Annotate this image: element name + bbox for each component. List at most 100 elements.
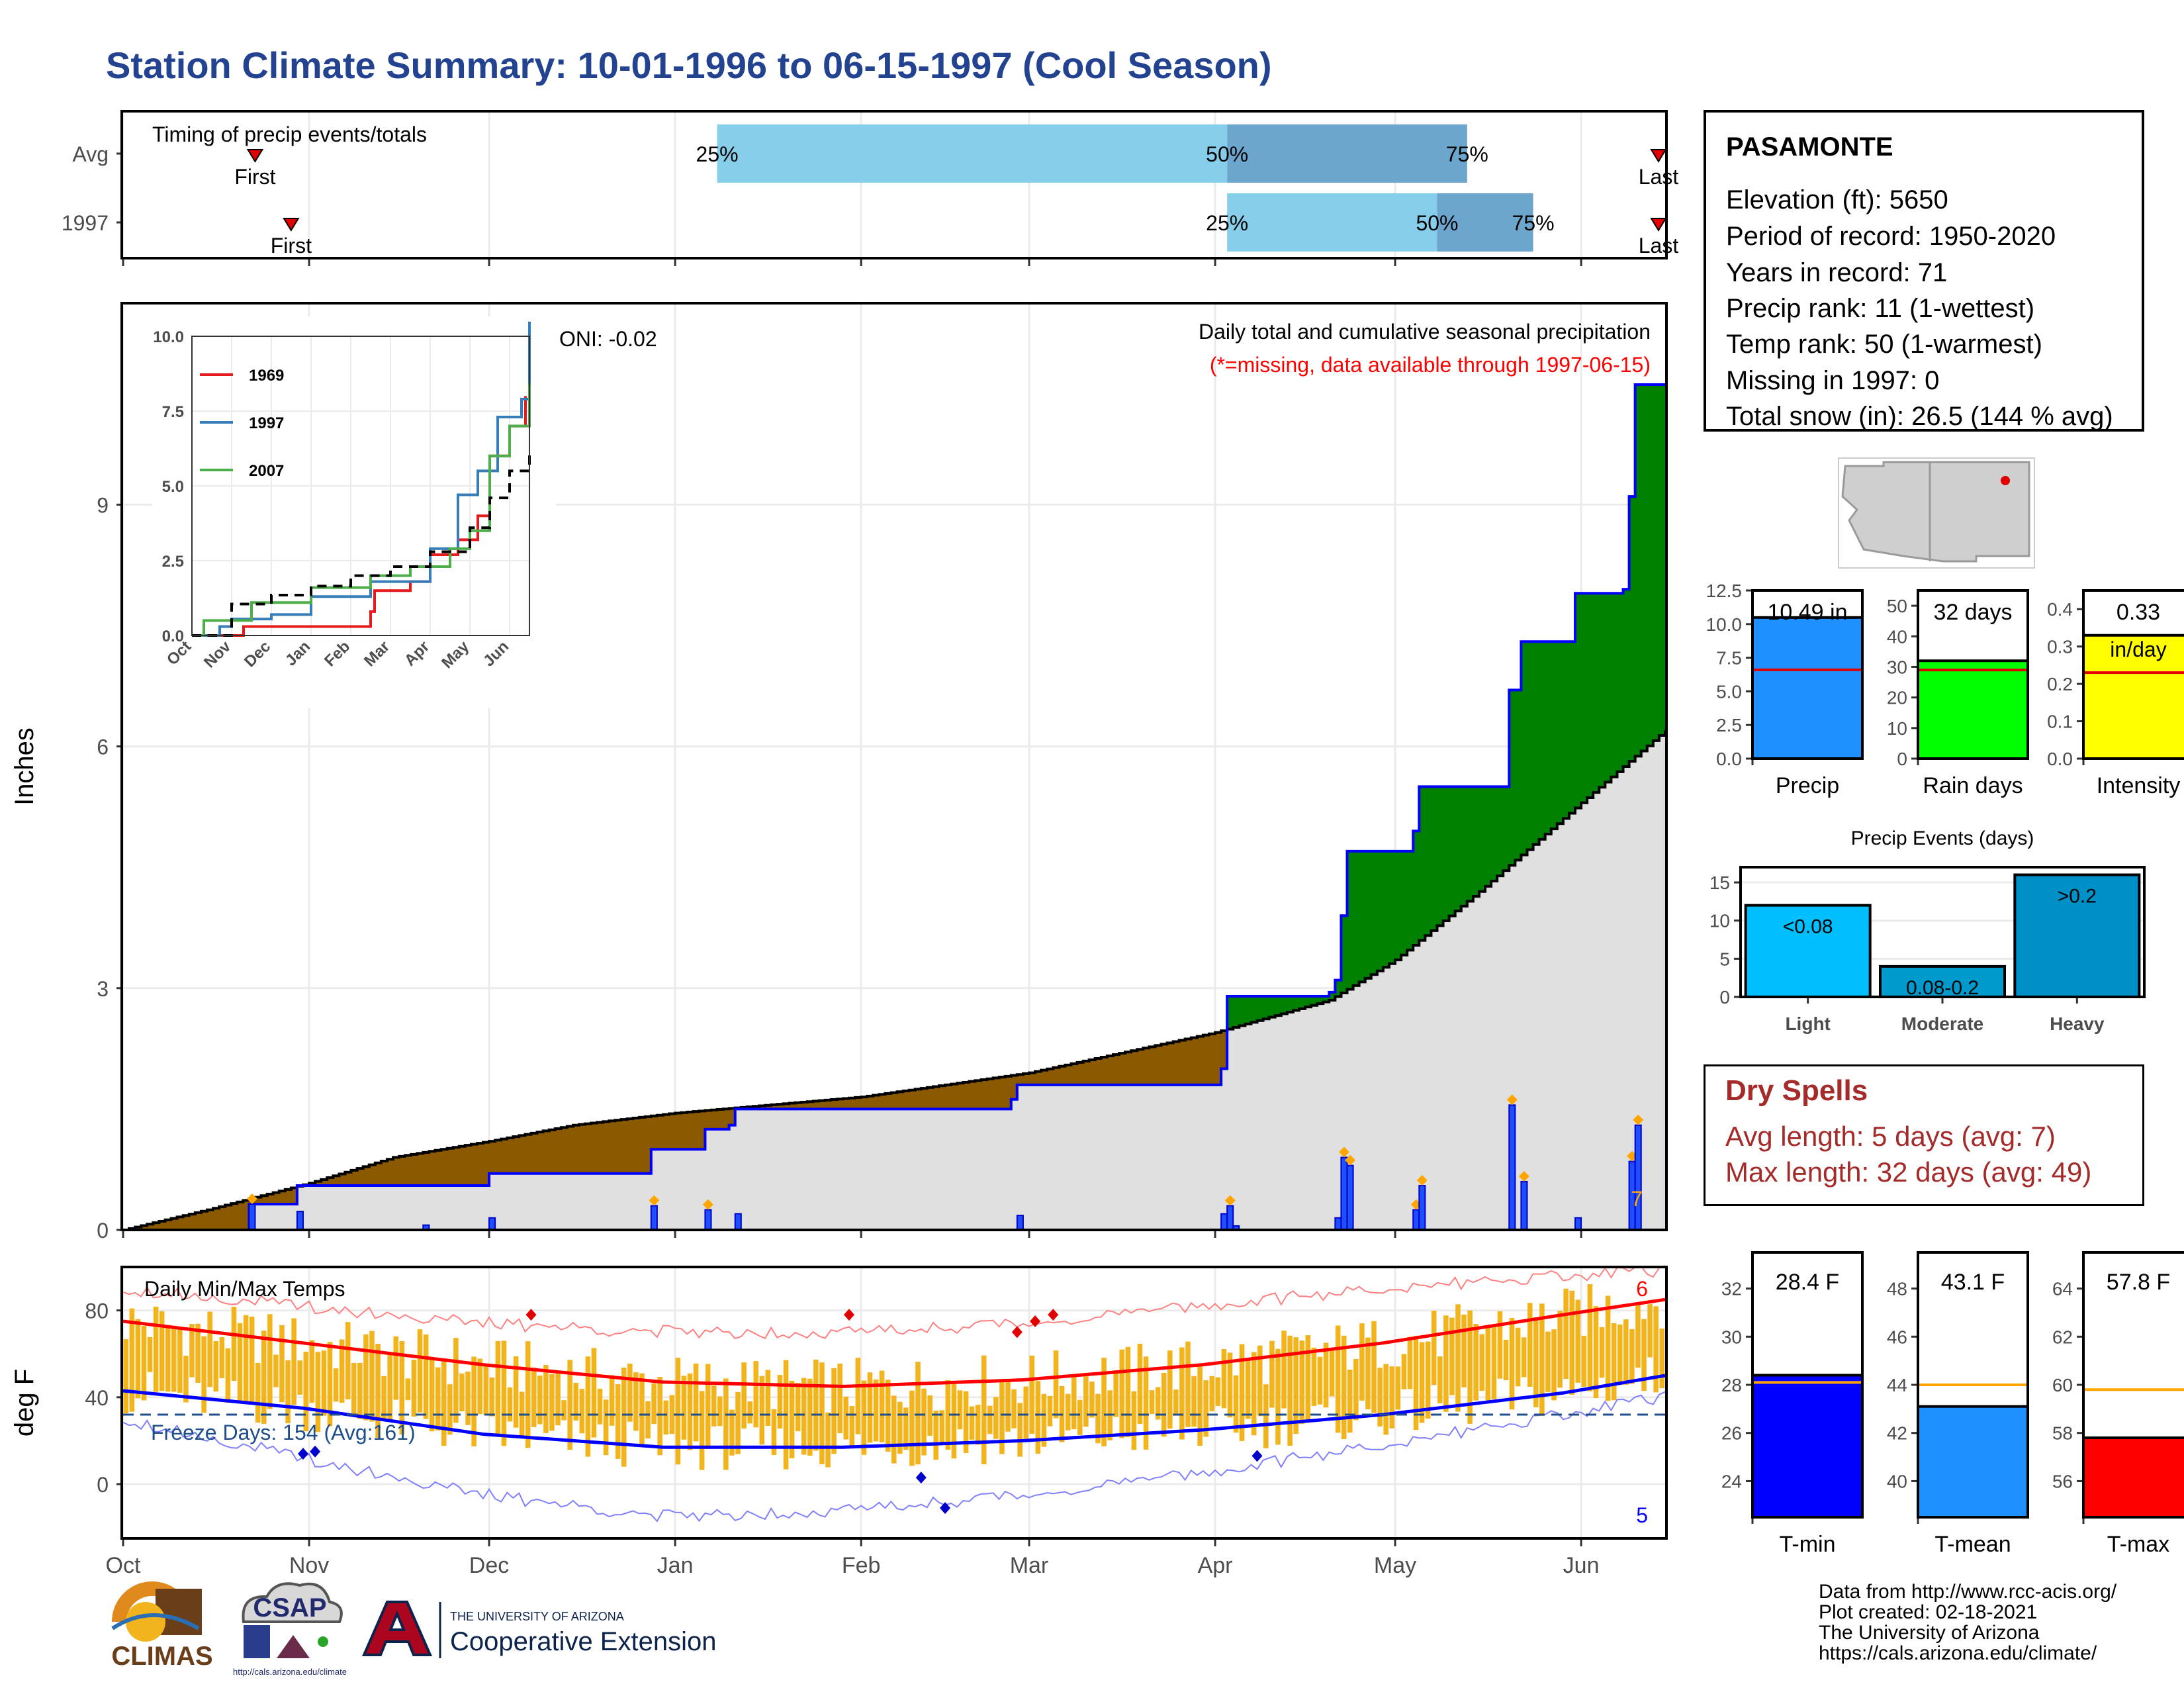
temp-daily-range-bar — [1197, 1366, 1203, 1446]
small-chart-value-bar — [1917, 659, 2029, 760]
precip-deficit-band — [723, 1109, 730, 1129]
temp-daily-range-bar — [321, 1350, 327, 1416]
precip-surplus-band — [1251, 996, 1258, 1023]
small-chart-y-tick-label: 40 — [1887, 626, 1907, 647]
temp-daily-range-bar — [1353, 1358, 1359, 1421]
temp-daily-range-bar — [1515, 1327, 1521, 1387]
temp-daily-range-bar — [747, 1401, 752, 1424]
precip-deficit-band — [603, 1121, 610, 1174]
temp-daily-range-bar — [147, 1336, 153, 1372]
temp-daily-range-bar — [141, 1326, 147, 1401]
precip-deficit-band — [1208, 1033, 1216, 1085]
precip-surplus-band — [1233, 996, 1240, 1028]
precip-daily-bar — [1016, 1215, 1024, 1231]
precip-deficit-band — [951, 1084, 958, 1109]
temp-daily-range-bar — [1335, 1325, 1341, 1433]
small-chart-y-tick-label: 56 — [2052, 1471, 2073, 1491]
footer-url: https://cals.arizona.edu/climate/ — [1819, 1642, 2097, 1664]
precip-deficit-band — [411, 1154, 418, 1186]
station-name: PASAMONTE — [1726, 132, 1893, 162]
precip-totals-chart: 0.0 2.5 5.0 7.5 10.0 12.5 10.49 in Precip 0 10 20 3… — [1706, 583, 2184, 798]
precip-deficit-band — [392, 1157, 400, 1186]
precip-event-marker — [1224, 1195, 1236, 1206]
precip-deficit-band — [687, 1111, 694, 1150]
temp-daily-range-bar — [483, 1364, 489, 1415]
temp-daily-range-bar — [1437, 1356, 1443, 1403]
temp-daily-range-bar — [615, 1384, 621, 1459]
precip-deficit-band — [933, 1086, 940, 1109]
precip-deficit-band — [927, 1087, 934, 1109]
temp-daily-range-bar — [1641, 1319, 1647, 1391]
small-chart-y-tick-label: 0.0 — [2047, 749, 2073, 769]
precip-deficit-band — [465, 1145, 472, 1186]
precip-daily-bar — [1226, 1205, 1234, 1231]
precip-deficit-band — [957, 1083, 964, 1109]
precip-surplus-band — [1593, 593, 1600, 793]
temp-daily-range-bar — [1371, 1321, 1377, 1413]
temp-daily-range-bar — [1209, 1376, 1215, 1411]
precip-surplus-band — [1365, 851, 1372, 978]
precip-deficit-band — [453, 1147, 460, 1186]
precip-deficit-band — [662, 1114, 670, 1150]
precip-deficit-band — [897, 1092, 904, 1109]
temp-daily-range-bar — [1509, 1318, 1515, 1410]
precip-deficit-band — [1035, 1071, 1042, 1085]
temp-daily-range-bar — [645, 1401, 651, 1439]
precip-surplus-band — [1611, 593, 1618, 777]
precip-deficit-band — [357, 1168, 364, 1186]
temp-record-max-line — [122, 1265, 1666, 1340]
temp-daily-range-bar — [1317, 1356, 1323, 1405]
temp-daily-range-bar — [813, 1359, 819, 1451]
small-chart-y-tick-label: 0.3 — [2047, 637, 2073, 657]
temp-daily-range-bar — [1599, 1327, 1605, 1378]
precip-deficit-band — [1005, 1076, 1012, 1109]
precip-deficit-band — [525, 1134, 532, 1174]
temp-record-min-line — [122, 1391, 1666, 1523]
precip-deficit-band — [212, 1208, 220, 1230]
precip-surplus-band — [1491, 786, 1498, 881]
inset-series-line — [192, 449, 531, 637]
temp-daily-range-bar — [549, 1374, 555, 1431]
ua-line1: THE UNIVERSITY OF ARIZONA — [450, 1610, 624, 1623]
temp-daily-range-bar — [861, 1380, 867, 1455]
temp-daily-range-bar — [303, 1352, 309, 1432]
temp-daily-range-bar — [939, 1410, 945, 1444]
precip-deficit-band — [1143, 1048, 1150, 1085]
temp-daily-range-bar — [963, 1391, 969, 1453]
temp-daily-range-bar — [927, 1395, 933, 1436]
temp-daily-range-bar — [1593, 1306, 1599, 1399]
temp-record-low-marker — [915, 1472, 927, 1484]
precip-surplus-band — [1563, 641, 1570, 819]
station-info-panel: PASAMONTE Elevation (ft): 5650 Period of… — [1704, 110, 2144, 432]
precip-deficit-band — [842, 1098, 850, 1109]
temp-daily-range-bar — [285, 1360, 291, 1423]
temp-daily-range-bar — [471, 1356, 477, 1446]
temp-daily-range-bar — [1635, 1303, 1641, 1368]
temp-daily-range-bar — [1125, 1346, 1131, 1438]
temp-daily-range-bar — [729, 1409, 735, 1456]
temp-daily-range-bar — [315, 1352, 321, 1432]
temp-daily-range-bar — [249, 1316, 255, 1403]
precip-deficit-band — [471, 1144, 478, 1186]
precip-deficit-band — [1191, 1037, 1198, 1085]
temp-daily-range-bar — [129, 1308, 135, 1412]
temp-daily-range-bar — [1569, 1290, 1575, 1395]
temp-daily-range-bar — [585, 1356, 591, 1457]
temp-daily-range-bar — [363, 1334, 369, 1421]
precip-surplus-band — [1641, 384, 1648, 751]
precip-deficit-band — [981, 1080, 988, 1109]
precip-deficit-band — [1137, 1049, 1144, 1085]
station-years: Years in record: 71 — [1726, 258, 1948, 287]
temp-x-tick-label: Feb — [842, 1553, 881, 1578]
temp-daily-range-bar — [1395, 1366, 1401, 1410]
precip-deficit-band — [507, 1137, 514, 1174]
temp-daily-range-bar — [1389, 1366, 1395, 1429]
precip-deficit-band — [339, 1174, 346, 1186]
temp-daily-range-bar — [1503, 1339, 1509, 1380]
precip-deficit-band — [279, 1191, 286, 1205]
temp-x-tick-label: May — [1374, 1553, 1416, 1578]
inset-legend-label: 1969 — [249, 367, 284, 385]
temp-daily-range-bar — [1185, 1341, 1191, 1427]
temp-daily-range-bar — [1071, 1374, 1077, 1430]
precip-deficit-band — [183, 1215, 190, 1230]
